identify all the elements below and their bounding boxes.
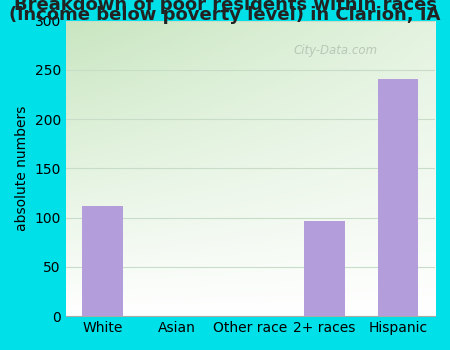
Text: Breakdown of poor residents within races: Breakdown of poor residents within races xyxy=(14,0,436,14)
Text: City-Data.com: City-Data.com xyxy=(293,43,378,57)
Bar xyxy=(82,206,123,316)
Text: (income below poverty level) in Clarion, IA: (income below poverty level) in Clarion,… xyxy=(9,6,441,25)
Y-axis label: absolute numbers: absolute numbers xyxy=(15,106,29,231)
Bar xyxy=(304,220,345,316)
Bar xyxy=(378,79,419,316)
